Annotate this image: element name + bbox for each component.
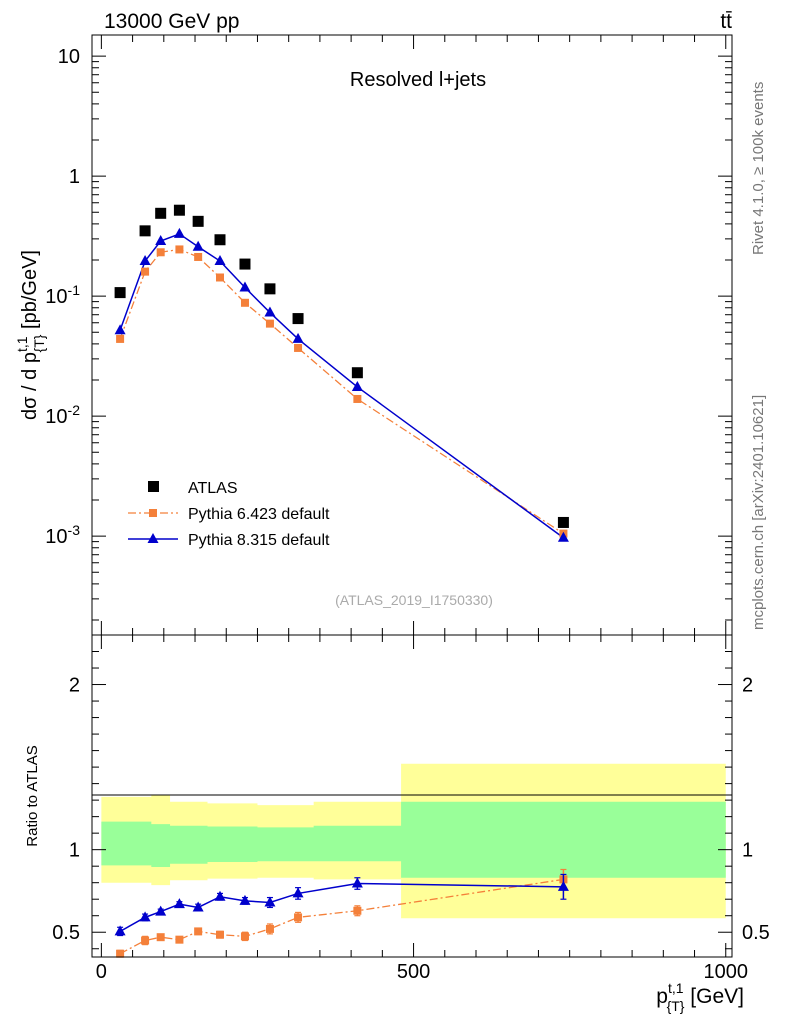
- xtick-label: 1000: [704, 961, 749, 983]
- rivet-version-label: Rivet 4.1.0, ≥ 100k events: [750, 82, 767, 255]
- ytick-label: 10-2: [45, 402, 80, 428]
- ratio-pythia8-point: [155, 905, 167, 916]
- ratio-plot-tick-labels: 0.5 0.5 1 1 2 2 0 500 1000: [52, 675, 770, 983]
- pythia8-point: [239, 281, 251, 292]
- ratio-pythia8-point: [292, 887, 304, 898]
- ratio-pythia8-point: [173, 898, 185, 909]
- atlas-point: [114, 287, 126, 299]
- pythia8-point: [173, 227, 185, 238]
- main-plot-panel: 10-3 10-2 10-1 1 10 Resolved l+jets ATLAS Pyt…: [45, 34, 733, 636]
- ratio-series: [114, 868, 569, 958]
- ytick-label: 10-3: [45, 522, 80, 548]
- analysis-tag: (ATLAS_2019_I1750330): [335, 592, 493, 608]
- ratio-plot-panel: 0.5 0.5 1 1 2 2 0 500 1000: [52, 634, 770, 983]
- pythia6-point: [240, 298, 249, 307]
- ratio-pythia8-point: [214, 890, 226, 901]
- pythia6-point: [156, 248, 165, 257]
- ratio-pythia6-point: [141, 936, 150, 945]
- ratio-plot-frame: [91, 634, 733, 958]
- ratio-uncertainty-bands: [101, 763, 726, 919]
- energy-label: 13000 GeV pp: [104, 10, 239, 33]
- ratio-pythia8-point: [192, 901, 204, 912]
- pythia6-point: [353, 394, 362, 403]
- xaxis-label: pt,1 {T} [GeV]: [656, 980, 744, 1014]
- ratio-pythia8-point: [351, 877, 363, 888]
- ytick-label: 10: [58, 46, 80, 68]
- ratio-pythia6-point: [353, 906, 362, 915]
- pythia6-line: [119, 248, 564, 535]
- main-plot-ytick-labels: 10-3 10-2 10-1 1 10: [45, 46, 80, 548]
- ratio-pythia6-point: [156, 933, 165, 942]
- legend-pythia6-marker: [149, 509, 157, 517]
- pythia6-point: [141, 267, 150, 276]
- pythia6-point: [294, 343, 303, 352]
- pythia8-point: [192, 240, 204, 251]
- ratio-pythia6-point: [240, 932, 249, 941]
- ratio-plot-ticks: [92, 634, 732, 957]
- ratio-pythia8-point: [114, 925, 126, 936]
- legend-label: Pythia 8.315 default: [188, 532, 330, 549]
- ratio-pythia6-line: [119, 878, 564, 955]
- atlas-point: [239, 258, 251, 270]
- pythia8-point: [114, 324, 126, 335]
- atlas-point: [173, 204, 185, 216]
- legend-atlas-marker: [148, 481, 159, 492]
- pythia8-point: [292, 332, 304, 343]
- ratio-ytick-label: 1: [69, 840, 80, 862]
- ratio-ytick-label-right: 0.5: [742, 922, 770, 944]
- pythia8-point: [351, 380, 363, 391]
- ratio-yaxis-label: Ratio to ATLAS: [24, 745, 41, 846]
- ratio-ytick-label: 2: [69, 675, 80, 697]
- ratio-ytick-label: 0.5: [52, 922, 80, 944]
- ratio-pythia6-point: [116, 949, 125, 958]
- ratio-ytick-label-right: 2: [742, 675, 753, 697]
- ytick-label: 1: [69, 166, 80, 188]
- ratio-pythia8-point: [239, 894, 251, 905]
- pythia8-line: [119, 233, 564, 539]
- xtick-label: 500: [397, 961, 430, 983]
- main-plot-series: [114, 204, 569, 542]
- ratio-pythia8-point: [557, 880, 569, 891]
- ratio-pythia8-point: [139, 911, 151, 922]
- ratio-pythia6-point: [265, 924, 274, 933]
- atlas-point: [139, 225, 151, 237]
- ratio-pythia6-point: [294, 913, 303, 922]
- pythia6-point: [216, 273, 224, 282]
- pythia8-point: [139, 255, 151, 266]
- ratio-pythia6-point: [175, 935, 184, 944]
- process-label: tt̄: [720, 10, 732, 33]
- source-label: mcplots.cern.ch [arXiv:2401.10621]: [750, 395, 767, 630]
- atlas-point: [351, 367, 363, 379]
- xtick-label: 0: [96, 961, 107, 983]
- pythia6-point: [265, 319, 274, 328]
- ytick-label: 10-1: [45, 282, 80, 308]
- atlas-point: [292, 313, 304, 325]
- atlas-point: [155, 207, 167, 219]
- atlas-point: [557, 516, 569, 528]
- ratio-pythia6-point: [194, 927, 203, 936]
- pythia8-point: [264, 306, 276, 317]
- ratio-pythia8-point: [264, 896, 276, 907]
- main-plot-title: Resolved l+jets: [350, 69, 486, 91]
- ratio-band-inner: [101, 801, 726, 878]
- ratio-ytick-label-right: 1: [742, 840, 753, 862]
- pythia8-point: [214, 255, 226, 266]
- legend-label: ATLAS: [188, 480, 238, 497]
- main-plot-ticks: [92, 35, 732, 635]
- legend: ATLAS Pythia 6.423 default Pythia 8.315 de…: [128, 480, 330, 549]
- atlas-point: [214, 234, 226, 246]
- ratio-pythia6-point: [216, 930, 224, 939]
- main-yaxis-label: dσ / d pt,1{T} [pb/GeV]: [14, 250, 47, 420]
- pythia6-point: [194, 252, 203, 261]
- legend-label: Pythia 6.423 default: [188, 506, 330, 523]
- pythia6-point: [175, 245, 184, 254]
- pythia6-point: [116, 334, 125, 343]
- pythia8-point: [557, 531, 569, 542]
- atlas-point: [192, 215, 204, 227]
- pythia8-point: [155, 235, 167, 246]
- atlas-point: [264, 283, 276, 295]
- legend-pythia8-marker: [147, 533, 159, 543]
